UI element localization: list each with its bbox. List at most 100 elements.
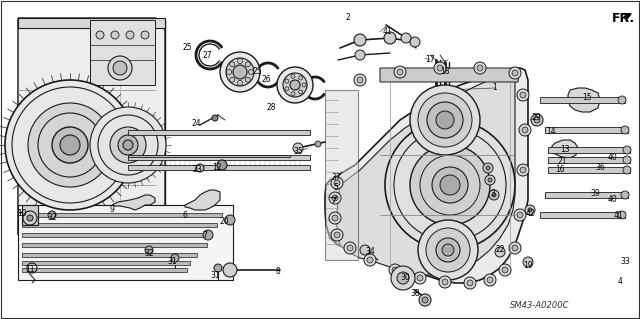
Circle shape <box>113 61 127 75</box>
Text: 13: 13 <box>560 145 570 154</box>
Polygon shape <box>22 213 222 217</box>
Circle shape <box>60 135 80 155</box>
Text: 1: 1 <box>493 84 497 93</box>
Text: 16: 16 <box>555 166 565 174</box>
Circle shape <box>528 208 532 212</box>
Circle shape <box>417 275 423 281</box>
Circle shape <box>96 31 104 39</box>
Circle shape <box>474 62 486 74</box>
Circle shape <box>397 69 403 75</box>
Text: 9: 9 <box>109 205 115 214</box>
Text: 38: 38 <box>410 288 420 298</box>
Circle shape <box>442 279 448 285</box>
Circle shape <box>225 215 235 225</box>
Circle shape <box>520 167 526 173</box>
Text: 37: 37 <box>331 174 341 182</box>
Circle shape <box>618 211 626 219</box>
Circle shape <box>525 205 535 215</box>
Circle shape <box>290 80 300 90</box>
Polygon shape <box>128 155 290 157</box>
Circle shape <box>394 66 406 78</box>
Polygon shape <box>22 243 207 247</box>
Circle shape <box>331 229 343 241</box>
Circle shape <box>226 58 254 86</box>
Circle shape <box>384 32 396 44</box>
Text: 31: 31 <box>167 257 177 266</box>
Circle shape <box>520 92 526 98</box>
Text: 29: 29 <box>531 114 541 122</box>
Polygon shape <box>325 68 528 283</box>
Circle shape <box>347 245 353 251</box>
Circle shape <box>487 277 493 283</box>
Text: 15: 15 <box>582 93 592 102</box>
Circle shape <box>360 245 370 255</box>
Text: 41: 41 <box>382 27 392 36</box>
Circle shape <box>334 180 340 186</box>
Polygon shape <box>552 140 578 158</box>
Text: 18: 18 <box>440 68 450 77</box>
Text: FR.: FR. <box>612 11 635 25</box>
Polygon shape <box>112 195 155 210</box>
Circle shape <box>485 175 495 185</box>
Text: 32: 32 <box>144 249 154 257</box>
Circle shape <box>517 164 529 176</box>
Circle shape <box>52 127 88 163</box>
Circle shape <box>299 76 303 80</box>
Circle shape <box>418 93 472 147</box>
Circle shape <box>414 272 426 284</box>
Circle shape <box>512 70 518 76</box>
Circle shape <box>391 266 415 290</box>
Polygon shape <box>18 18 165 28</box>
Text: 2: 2 <box>346 13 350 23</box>
Circle shape <box>401 33 411 43</box>
Circle shape <box>171 254 179 262</box>
Text: 27: 27 <box>202 50 212 60</box>
Text: 31: 31 <box>210 271 220 279</box>
Circle shape <box>484 274 496 286</box>
Circle shape <box>230 77 235 82</box>
Circle shape <box>118 135 138 155</box>
Circle shape <box>512 245 518 251</box>
Circle shape <box>145 246 153 254</box>
Circle shape <box>283 73 307 97</box>
Circle shape <box>499 264 511 276</box>
Circle shape <box>426 228 470 272</box>
Circle shape <box>385 120 515 250</box>
Circle shape <box>27 215 33 221</box>
Circle shape <box>196 164 204 172</box>
Text: 23: 23 <box>192 166 202 174</box>
Circle shape <box>5 80 135 210</box>
Circle shape <box>502 267 508 273</box>
Text: 12: 12 <box>212 164 221 173</box>
Circle shape <box>534 117 540 123</box>
Polygon shape <box>545 192 628 198</box>
Polygon shape <box>22 268 187 272</box>
Circle shape <box>334 232 340 238</box>
Polygon shape <box>337 72 515 275</box>
Circle shape <box>432 167 468 203</box>
Polygon shape <box>18 18 165 235</box>
Circle shape <box>486 166 490 170</box>
Text: 19: 19 <box>523 261 533 270</box>
Polygon shape <box>128 155 310 160</box>
Polygon shape <box>128 130 310 135</box>
Circle shape <box>299 90 303 94</box>
Circle shape <box>467 280 473 286</box>
Text: 3: 3 <box>491 189 495 197</box>
Text: 40: 40 <box>607 196 617 204</box>
Polygon shape <box>548 157 630 163</box>
Text: 11: 11 <box>25 265 35 275</box>
Circle shape <box>618 96 626 104</box>
Circle shape <box>108 56 132 80</box>
Polygon shape <box>22 253 197 257</box>
Polygon shape <box>540 212 625 218</box>
Text: 36: 36 <box>595 164 605 173</box>
Polygon shape <box>18 20 165 230</box>
Text: 22: 22 <box>495 246 505 255</box>
Circle shape <box>531 114 543 126</box>
Circle shape <box>248 70 253 75</box>
Text: 26: 26 <box>261 76 271 85</box>
Circle shape <box>331 177 343 189</box>
Circle shape <box>514 209 526 221</box>
Circle shape <box>623 156 631 164</box>
